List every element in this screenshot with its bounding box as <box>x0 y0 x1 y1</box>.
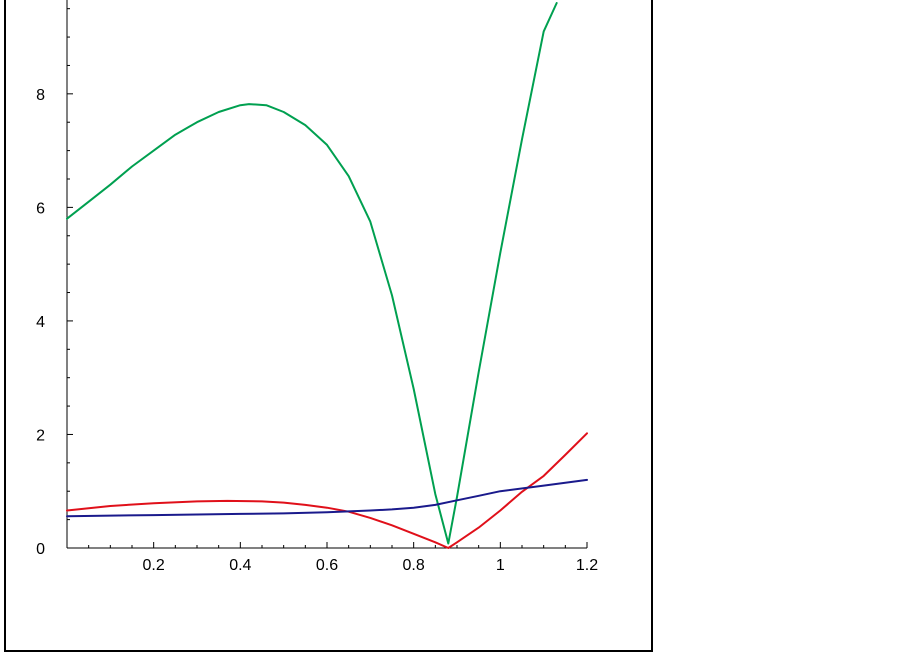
series-line-1 <box>66 2 558 545</box>
y-tick-label: 2 <box>36 427 45 444</box>
y-tick-label: 4 <box>36 314 45 331</box>
axes: 0.2 0.4 0.6 0.8 1 1.2 0 2 4 6 8 <box>36 0 598 574</box>
x-tick-label: 0.6 <box>316 557 338 574</box>
y-tick-label: 6 <box>36 200 45 217</box>
x-tick-label: 0.8 <box>403 557 425 574</box>
x-tick-label: 1.2 <box>576 557 598 574</box>
y-tick-label: 8 <box>36 87 45 104</box>
x-tick-label: 0.4 <box>229 557 251 574</box>
x-tick-label: 0.2 <box>143 557 165 574</box>
y-tick-label: 0 <box>36 541 45 558</box>
series-layer <box>66 2 588 549</box>
plot-frame <box>4 0 653 652</box>
series-line-2 <box>66 432 588 549</box>
series-line-3 <box>66 478 588 518</box>
x-tick-label: 1 <box>496 557 505 574</box>
